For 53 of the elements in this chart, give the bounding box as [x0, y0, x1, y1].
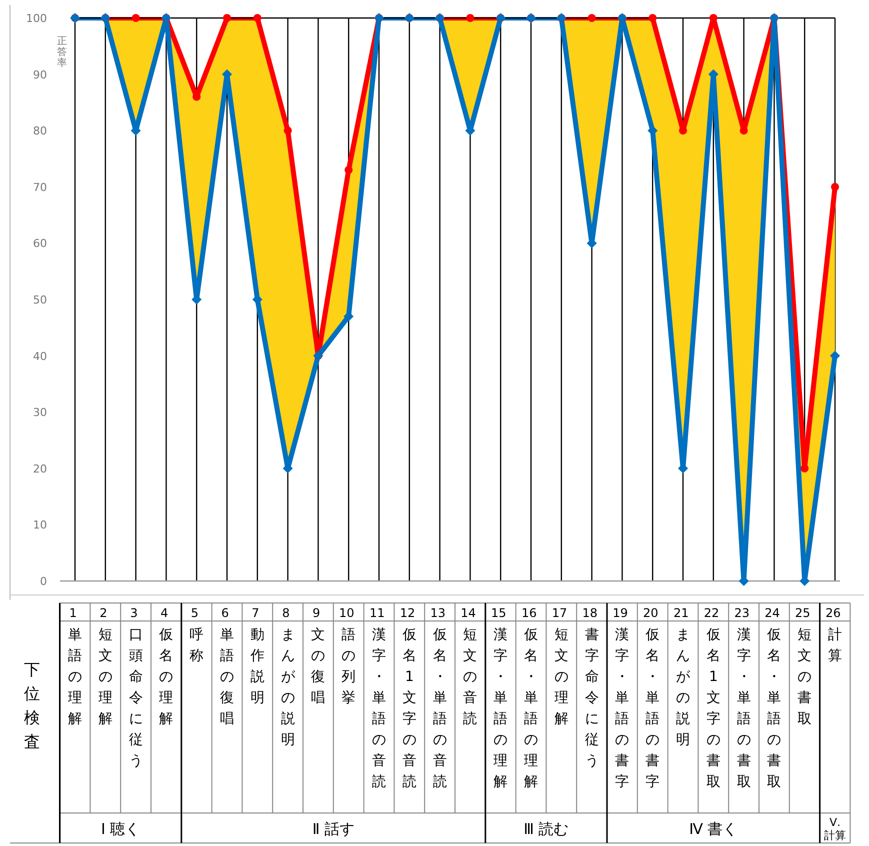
- x-tick-label: 14 短文の音読: [460, 606, 480, 727]
- point: [648, 14, 657, 22]
- category-label: 15 漢字・単語の理解: [491, 606, 508, 790]
- x-tick-label: 1 単語の理解: [68, 606, 82, 727]
- x-tick-label: 10 語の列挙: [339, 606, 358, 706]
- category-label: 22 仮名1文字の書取: [704, 606, 720, 790]
- y-tick-label: 80: [33, 124, 47, 138]
- y-tick-label: 10: [33, 518, 47, 532]
- x-tick-label: 21 まんがの説明: [673, 606, 693, 748]
- y-tick-label: 40: [33, 350, 47, 363]
- x-tick-label: 8 まんがの説明: [280, 606, 296, 748]
- category-label: 11 漢字・単語の音読: [369, 606, 386, 790]
- category-label: 12 仮名1文字の音読: [400, 606, 416, 790]
- y-tick-label: 20: [33, 462, 47, 476]
- point: [253, 14, 262, 22]
- point: [344, 166, 353, 174]
- category-label: 23 漢字・単語の書取: [734, 606, 751, 790]
- point: [284, 126, 292, 135]
- point: [588, 14, 596, 22]
- x-tick-label: 5 呼称: [190, 606, 204, 664]
- y-tick-label: 60: [33, 237, 47, 250]
- x-tick-label: 18 書字命令に従う: [582, 606, 602, 769]
- x-tick-label: 6 単語の復唱: [220, 606, 234, 727]
- y-tick-label: 70: [33, 180, 47, 194]
- text: Ⅳ 書く: [689, 820, 738, 838]
- point: [831, 182, 839, 191]
- text: Ⅰ 聴く: [101, 820, 140, 838]
- x-tick-label: 7 動作説明: [249, 606, 264, 706]
- text: Ⅱ 話す: [312, 820, 354, 838]
- x-tick-label: 17 短文の理解: [552, 606, 571, 727]
- x-tick-label: 3 口頭命令に従う: [128, 606, 143, 769]
- y-tick-label: 100: [26, 12, 47, 25]
- category-label: 13 仮名・単語の音読: [430, 606, 447, 790]
- x-tick-label: 26 計算: [825, 606, 845, 664]
- category-label: 19 漢字・単語の書字: [612, 606, 630, 790]
- y-axis-title: 正答率: [57, 36, 67, 69]
- x-tick-label: 4 仮名の理解: [158, 606, 174, 727]
- category-label: 16 仮名・単語の理解: [521, 606, 538, 790]
- y-tick-label: 90: [33, 68, 47, 82]
- text: Ⅴ.計算: [824, 816, 846, 842]
- point: [132, 14, 140, 22]
- point: [466, 14, 474, 22]
- x-axis-title: 下位検査: [24, 660, 40, 751]
- x-tick-label: 25 短文の書取: [795, 606, 814, 727]
- y-tick-label: 0: [40, 575, 47, 588]
- text: Ⅲ 読む: [524, 820, 569, 838]
- category-label: 20 仮名・単語の書字: [643, 606, 660, 790]
- y-tick-label: 50: [33, 294, 47, 306]
- category-label: 24 仮名・単語の書取: [764, 606, 782, 790]
- y-tick-label: 30: [33, 406, 47, 420]
- point: [223, 14, 231, 22]
- x-tick-label: 9 文の復唱: [311, 606, 326, 706]
- x-tick-label: 2 短文の理解: [98, 606, 112, 727]
